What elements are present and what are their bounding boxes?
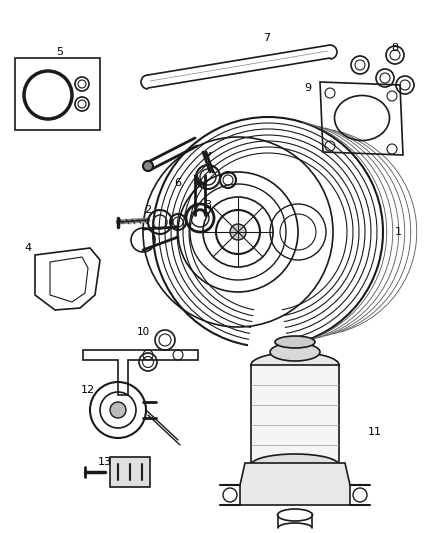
Text: 9: 9 bbox=[304, 83, 311, 93]
Text: 4: 4 bbox=[25, 243, 32, 253]
Text: 5: 5 bbox=[57, 47, 64, 57]
Text: 7: 7 bbox=[263, 33, 271, 43]
Text: 6: 6 bbox=[174, 178, 181, 188]
Ellipse shape bbox=[275, 336, 315, 348]
Circle shape bbox=[143, 161, 153, 171]
Polygon shape bbox=[240, 463, 350, 505]
Text: 3: 3 bbox=[205, 200, 212, 210]
Text: 8: 8 bbox=[392, 43, 399, 53]
Bar bbox=[110, 457, 150, 487]
Ellipse shape bbox=[251, 352, 339, 377]
Text: 10: 10 bbox=[137, 327, 149, 337]
Circle shape bbox=[230, 224, 246, 240]
Text: 13: 13 bbox=[98, 457, 112, 467]
Ellipse shape bbox=[251, 454, 339, 476]
Circle shape bbox=[110, 402, 126, 418]
Text: 12: 12 bbox=[81, 385, 95, 395]
Ellipse shape bbox=[270, 343, 320, 361]
Bar bbox=[15, 58, 100, 130]
Text: 11: 11 bbox=[368, 427, 382, 437]
Text: 1: 1 bbox=[395, 227, 402, 237]
Polygon shape bbox=[251, 365, 339, 465]
Text: 2: 2 bbox=[145, 205, 152, 215]
